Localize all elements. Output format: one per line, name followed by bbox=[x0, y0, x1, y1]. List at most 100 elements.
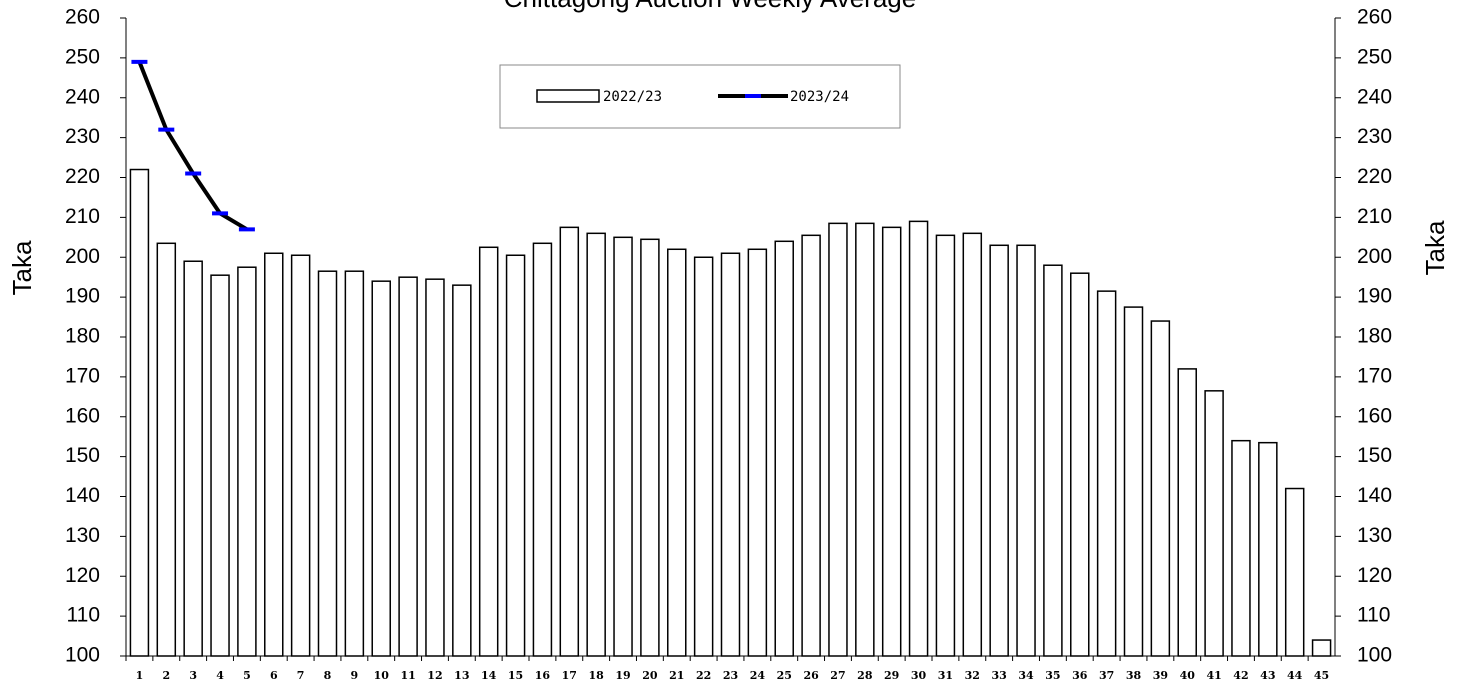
y2-tick-label: 160 bbox=[1357, 404, 1392, 427]
x-tick-label: 41 bbox=[1206, 669, 1221, 682]
bar bbox=[505, 254, 526, 657]
bar bbox=[667, 248, 687, 657]
y-tick-label: 100 bbox=[65, 644, 100, 667]
bar bbox=[989, 244, 1009, 657]
bar bbox=[774, 240, 794, 657]
x-tick-label: 21 bbox=[669, 669, 684, 682]
bar bbox=[1177, 368, 1197, 657]
y2-tick-label: 210 bbox=[1357, 205, 1392, 228]
x-tick-label: 45 bbox=[1314, 669, 1329, 682]
y2-tick-label: 130 bbox=[1357, 524, 1392, 547]
bar bbox=[586, 232, 606, 657]
bar bbox=[613, 236, 633, 657]
y-tick-label: 190 bbox=[65, 285, 100, 308]
y2-axis-label: Taka bbox=[1420, 220, 1450, 275]
bar bbox=[828, 222, 848, 657]
y-tick-label: 170 bbox=[65, 364, 100, 387]
legend-label: 2023/24 bbox=[790, 89, 849, 105]
bar bbox=[1070, 272, 1090, 657]
x-tick-label: 39 bbox=[1153, 669, 1168, 682]
x-tick-label: 14 bbox=[481, 669, 497, 682]
y2-tick-label: 200 bbox=[1357, 245, 1392, 268]
bar bbox=[1043, 264, 1063, 657]
x-tick-label: 33 bbox=[992, 669, 1007, 682]
x-tick-label: 16 bbox=[535, 669, 551, 682]
x-tick-label: 34 bbox=[1018, 669, 1034, 682]
y-tick-label: 210 bbox=[65, 205, 100, 228]
bar bbox=[398, 276, 418, 657]
line bbox=[137, 61, 248, 232]
x-tick-label: 12 bbox=[427, 669, 442, 682]
legend-swatch bbox=[536, 89, 600, 103]
x-tick-label: 29 bbox=[884, 669, 899, 682]
bar bbox=[452, 284, 472, 657]
y2-tick-label: 190 bbox=[1357, 285, 1392, 308]
y-tick-label: 220 bbox=[65, 165, 100, 188]
bar bbox=[935, 234, 956, 657]
x-tick-label: 35 bbox=[1045, 669, 1060, 682]
x-tick-label: 3 bbox=[189, 669, 197, 682]
x-tick-label: 37 bbox=[1099, 669, 1114, 682]
y-tick-label: 250 bbox=[65, 45, 100, 68]
bar bbox=[210, 274, 230, 657]
x-tick-label: 38 bbox=[1126, 669, 1142, 682]
bar bbox=[908, 220, 929, 657]
y2-tick-label: 240 bbox=[1357, 85, 1392, 108]
x-tick-label: 44 bbox=[1287, 669, 1303, 682]
y-tick-label: 240 bbox=[65, 85, 100, 108]
y-tick-label: 230 bbox=[65, 125, 100, 148]
x-tick-label: 27 bbox=[830, 669, 845, 682]
bar bbox=[1258, 441, 1278, 657]
y2-tick-label: 150 bbox=[1357, 444, 1392, 467]
bar bbox=[801, 234, 821, 657]
x-tick-label: 36 bbox=[1072, 669, 1088, 682]
x-tick-label: 23 bbox=[723, 669, 738, 682]
x-tick-label: 1 bbox=[136, 669, 144, 682]
y2-tick-label: 220 bbox=[1357, 165, 1392, 188]
bar bbox=[1150, 320, 1171, 657]
bar bbox=[425, 278, 445, 657]
y-tick-label: 110 bbox=[67, 604, 100, 627]
y2-tick-label: 250 bbox=[1357, 45, 1392, 68]
bar bbox=[317, 270, 338, 657]
bar bbox=[237, 266, 257, 657]
x-tick-label: 5 bbox=[243, 669, 251, 682]
legend-label: 2022/23 bbox=[603, 89, 662, 105]
y-tick-label: 130 bbox=[65, 524, 100, 547]
chart-title: Chittagong Auction Weekly Average bbox=[504, 0, 916, 13]
y-tick-label: 260 bbox=[65, 6, 100, 29]
x-tick-label: 15 bbox=[508, 669, 523, 682]
y2-tick-label: 170 bbox=[1357, 364, 1392, 387]
bar bbox=[747, 248, 768, 657]
y2-tick-label: 110 bbox=[1357, 604, 1390, 627]
bar bbox=[1016, 244, 1036, 657]
x-tick-label: 17 bbox=[562, 669, 577, 682]
y2-tick-label: 230 bbox=[1357, 125, 1392, 148]
bar bbox=[129, 168, 150, 657]
x-tick-label: 43 bbox=[1260, 669, 1275, 682]
bar bbox=[1231, 439, 1251, 657]
x-tick-label: 22 bbox=[696, 669, 711, 682]
bar bbox=[1204, 390, 1224, 657]
bar bbox=[640, 238, 660, 657]
x-tick-label: 28 bbox=[857, 669, 873, 682]
bar bbox=[693, 256, 714, 657]
bar bbox=[1096, 290, 1117, 657]
bar bbox=[183, 260, 203, 657]
bar bbox=[1284, 487, 1305, 657]
y-tick-label: 160 bbox=[65, 404, 100, 427]
x-tick-label: 13 bbox=[454, 669, 469, 682]
y-tick-label: 140 bbox=[65, 484, 100, 507]
x-tick-label: 40 bbox=[1180, 669, 1196, 682]
bar bbox=[1311, 639, 1332, 657]
x-tick-label: 24 bbox=[750, 669, 766, 682]
x-tick-label: 2 bbox=[162, 669, 170, 682]
y-tick-label: 150 bbox=[65, 444, 100, 467]
x-tick-label: 11 bbox=[400, 669, 415, 682]
x-tick-label: 19 bbox=[615, 669, 630, 682]
y2-tick-label: 260 bbox=[1357, 6, 1392, 29]
bar bbox=[559, 226, 580, 657]
y2-tick-label: 140 bbox=[1357, 484, 1392, 507]
x-tick-label: 6 bbox=[270, 669, 278, 682]
